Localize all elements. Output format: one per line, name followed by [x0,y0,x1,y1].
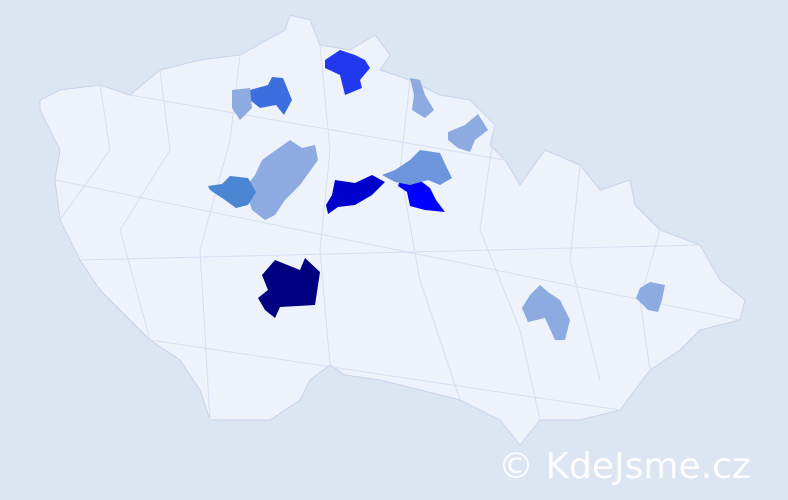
district-highlight[interactable] [636,282,665,312]
district-highlight[interactable] [245,140,318,220]
watermark: © KdeJsme.cz [498,446,751,487]
district-highlight[interactable] [208,176,256,208]
district-highlight[interactable] [522,285,570,340]
district-highlight[interactable] [325,50,370,95]
district-highlight[interactable] [258,258,320,318]
district-highlight[interactable] [326,175,385,214]
district-highlight[interactable] [410,78,434,118]
country-outline [39,14,746,446]
district-borders [54,44,741,421]
district-highlight[interactable] [398,178,445,212]
district-highlight[interactable] [448,114,488,152]
district-highlight[interactable] [250,77,292,115]
district-highlight[interactable] [232,88,252,120]
district-highlight[interactable] [382,150,452,185]
